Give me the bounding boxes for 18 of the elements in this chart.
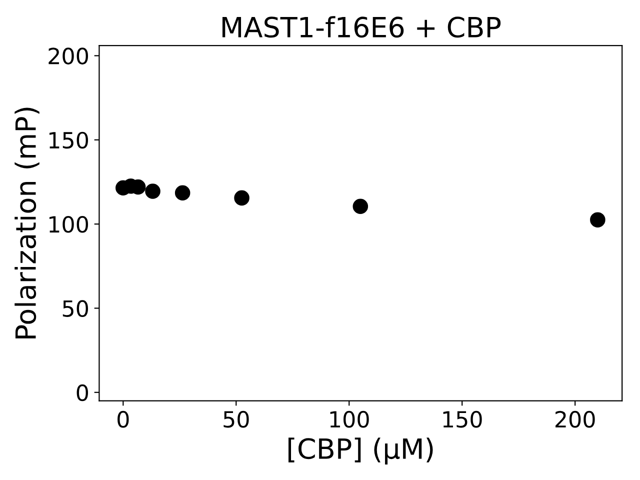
y-tick-label: 200	[48, 48, 88, 64]
point	[352, 198, 368, 214]
x-tick-label: 50	[224, 410, 249, 428]
point	[174, 185, 190, 201]
point	[590, 212, 606, 228]
y-tick-label: 0	[76, 384, 88, 402]
x-axis-title: [CBP] (μM)	[288, 438, 433, 464]
y-tick-label: 100	[50, 216, 88, 233]
x-tick-label: 150	[443, 410, 482, 428]
y-tick-label: 50	[62, 300, 88, 317]
point	[234, 190, 250, 206]
chart-title: MAST1-f16E6 + CBP	[222, 16, 501, 38]
y-axis-title: Polarization (mP)	[14, 108, 40, 338]
x-tick-label: 0	[118, 410, 129, 428]
point	[145, 184, 160, 199]
y-tick-label: 150	[50, 132, 88, 149]
x-tick-label: 100	[330, 410, 369, 428]
x-tick-label: 200	[556, 410, 595, 428]
